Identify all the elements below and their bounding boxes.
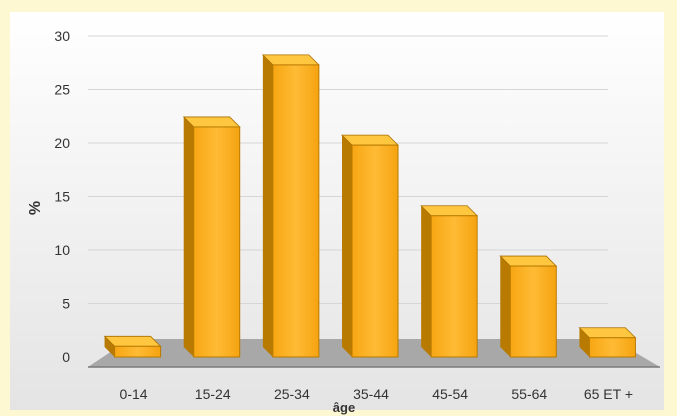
bar-front — [272, 64, 320, 358]
bar-top — [341, 134, 399, 146]
bar-top — [261, 54, 320, 66]
bar — [341, 134, 399, 358]
bar-top — [420, 205, 479, 217]
y-tick-label: 5 — [62, 296, 70, 312]
bar-side — [579, 327, 590, 357]
bar — [578, 327, 637, 358]
bar-front — [351, 144, 399, 358]
bar — [420, 205, 479, 358]
y-tick-label: 15 — [54, 189, 70, 205]
x-tick-label: 15-24 — [195, 386, 231, 402]
x-tick-label: 0-14 — [120, 386, 148, 402]
bar-side — [104, 336, 115, 357]
x-axis-ticks: 0-14 15-24 25-34 35-44 45-54 55-64 65 ET + — [120, 386, 633, 402]
bar-front — [114, 345, 162, 358]
x-tick-label: 55-64 — [511, 386, 547, 402]
y-axis-title: % — [27, 201, 44, 215]
x-tick-label: 45-54 — [432, 386, 468, 402]
bar-front — [193, 126, 241, 358]
bar-side — [342, 135, 352, 357]
x-tick-label: 35-44 — [353, 386, 389, 402]
bar-top — [182, 116, 241, 128]
y-tick-label: 20 — [54, 135, 70, 151]
y-tick-label: 10 — [54, 242, 70, 258]
x-tick-label: 65 ET + — [584, 386, 633, 402]
bar-side — [262, 54, 273, 357]
bar-front — [430, 215, 478, 358]
bar-side — [183, 116, 194, 357]
bar-top — [103, 335, 162, 347]
bar — [261, 54, 320, 358]
y-tick-label: 30 — [54, 28, 70, 44]
bar-side — [421, 205, 432, 357]
bars — [103, 54, 637, 358]
bar-front — [588, 337, 636, 358]
y-axis-ticks: 0 5 10 15 20 25 30 — [54, 28, 70, 365]
bar — [182, 116, 241, 358]
bar — [103, 335, 162, 358]
x-axis-title: âge — [333, 400, 355, 415]
y-tick-label: 25 — [54, 82, 70, 98]
x-tick-label: 25-34 — [274, 386, 310, 402]
bar-front — [509, 265, 557, 358]
bar-side — [500, 256, 511, 357]
bar-top — [578, 327, 637, 339]
y-tick-label: 0 — [62, 349, 70, 365]
bar-top — [499, 255, 558, 267]
bar — [499, 255, 558, 358]
